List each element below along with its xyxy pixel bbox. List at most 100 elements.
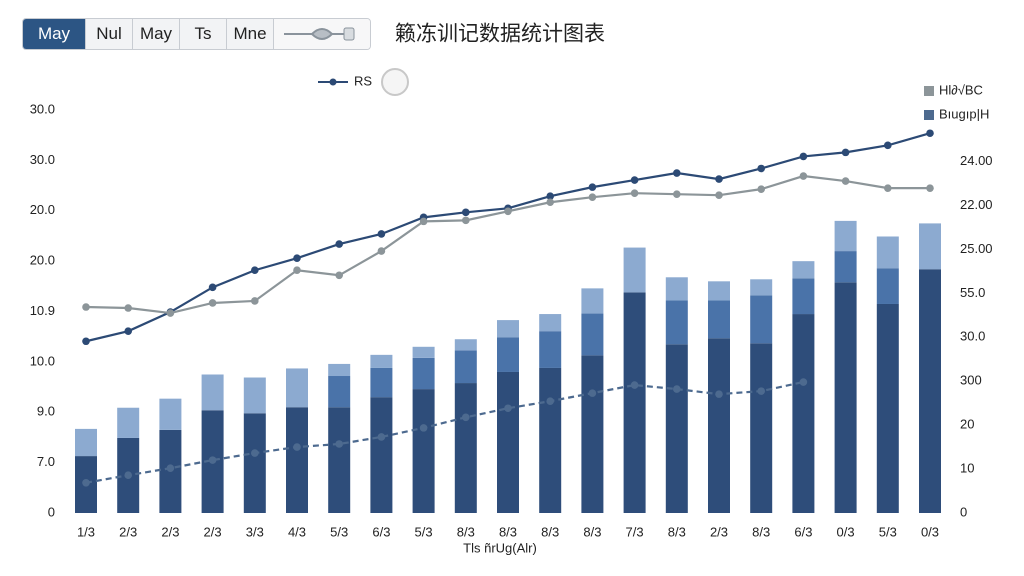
line-point (504, 404, 512, 413)
legend-toggle (381, 68, 409, 96)
bar-segment (919, 223, 941, 270)
legend-marker (924, 86, 934, 96)
x-tick-label: 8/3 (499, 524, 517, 539)
line-point (208, 299, 217, 307)
line-point (166, 464, 175, 472)
line-point (546, 198, 554, 207)
y-tick-label: 30.0 (30, 102, 55, 117)
line-point (293, 443, 301, 451)
bar-segment (328, 407, 351, 513)
line-point (757, 185, 765, 193)
y2-tick-label: 22.00 (960, 197, 993, 212)
y2-tick-label: 24.00 (960, 153, 993, 168)
line-point (799, 172, 808, 180)
bar-segment (201, 374, 224, 411)
legend-label: RS (354, 73, 372, 88)
line-point (377, 230, 386, 238)
bar-segment (665, 344, 688, 513)
tab-bar: May Nul May Ts Mne (22, 18, 371, 50)
line-point (82, 303, 90, 311)
y2-tick-label: 20 (960, 417, 974, 432)
bar-segment (708, 338, 730, 513)
bar-segment (159, 429, 182, 513)
line-point (166, 309, 175, 317)
bar-segment (370, 354, 393, 368)
bar-segment (750, 295, 773, 344)
line-point (124, 304, 132, 312)
bar-segment (581, 288, 604, 314)
y-tick-label: 20.0 (30, 202, 55, 217)
x-tick-label: 6/3 (372, 524, 390, 539)
bar-segment (286, 407, 308, 513)
line-point (82, 478, 90, 487)
tab[interactable]: May (133, 19, 180, 49)
y-tick-label: 0 (48, 504, 55, 519)
tab[interactable]: Nul (86, 19, 133, 49)
line-point (251, 266, 259, 275)
bar-segment (159, 398, 182, 430)
line-point (419, 424, 428, 432)
line-point (673, 385, 681, 393)
y2-tick-label: 300 (960, 373, 982, 388)
bar-segment (581, 313, 604, 356)
line-point (293, 254, 301, 262)
x-tick-label: 2/3 (710, 524, 728, 539)
line-point (462, 413, 470, 422)
line-point (462, 216, 470, 225)
line-point (841, 148, 850, 157)
tab[interactable]: Ts (180, 19, 227, 49)
line-point (799, 152, 808, 161)
line-point (630, 176, 639, 184)
bar-segment (750, 279, 773, 296)
line-point (546, 397, 554, 405)
bar-segment (792, 261, 815, 279)
bar-segment (539, 367, 562, 513)
line-point (546, 192, 554, 200)
line-point (124, 327, 132, 335)
line (85, 132, 931, 343)
bar-segment (454, 339, 477, 351)
line-point (588, 193, 597, 202)
line-point (419, 217, 428, 226)
bar-segment (412, 389, 435, 513)
tab[interactable]: Mne (227, 19, 274, 49)
line-point (377, 247, 386, 255)
line-point (841, 177, 850, 185)
bar-segment (834, 220, 857, 252)
x-tick-label: 5/3 (330, 524, 348, 539)
bar-segment (581, 355, 604, 513)
y2-tick-label: 10 (960, 461, 974, 476)
x-tick-label: 0/3 (921, 524, 939, 539)
y-tick-label: 10.0 (30, 353, 55, 368)
x-axis-title: Tls ñrUg(Alr) (463, 540, 537, 555)
y-tick-label: 9.0 (37, 404, 55, 419)
x-tick-label: 0/3 (837, 524, 855, 539)
bar-segment (412, 346, 435, 358)
bar-segment (243, 377, 266, 414)
legend-marker (924, 110, 934, 120)
line-point (673, 169, 681, 177)
x-tick-label: 8/3 (541, 524, 559, 539)
line-point (208, 283, 217, 292)
y-tick-label: 10.9 (30, 303, 55, 318)
tab[interactable]: May (23, 19, 86, 49)
x-tick-label: 5/3 (415, 524, 433, 539)
x-tick-label: 7/3 (626, 524, 644, 539)
bar-segment (919, 269, 941, 513)
slider[interactable] (274, 19, 370, 49)
bar-segment (708, 300, 730, 339)
line-point (799, 378, 808, 386)
bar-segment (454, 383, 477, 513)
line-point (166, 308, 175, 316)
x-tick-label: 2/3 (119, 524, 137, 539)
bar-segment (370, 397, 393, 513)
bar-segment (708, 281, 730, 301)
y2-tick-label: 55.0 (960, 285, 985, 300)
line-point (208, 456, 217, 464)
bar-segment (75, 456, 97, 513)
line-point (884, 141, 892, 150)
bar-segment (412, 357, 435, 390)
x-tick-label: 2/3 (204, 524, 222, 539)
legend-label: Bıugıp|H (939, 106, 989, 121)
